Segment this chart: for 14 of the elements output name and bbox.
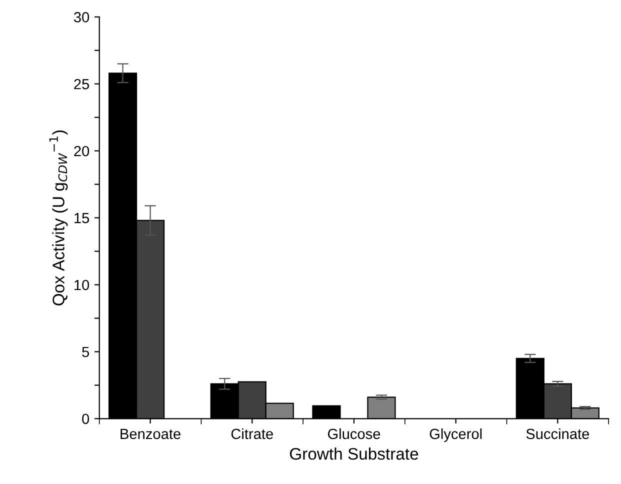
y-tick-label: 30 [74, 12, 90, 22]
x-tick-label: Succinate [526, 428, 590, 440]
y-tick-label: 5 [82, 346, 90, 358]
x-tick-label: Benzoate [120, 428, 180, 440]
x-tick-label: Citrate [231, 428, 273, 440]
y-tick-label: 25 [74, 78, 90, 90]
y-tick-label: 15 [74, 213, 90, 224]
x-axis-title: Growth Substrate [290, 448, 418, 460]
y-tick-label: 20 [74, 146, 90, 156]
x-tick-label: Glycerol [430, 428, 482, 442]
y-tick-label: 0 [82, 414, 90, 424]
x-tick-label: Glucose [328, 428, 380, 440]
y-axis-title: Qox Activity (U g$_{CDW}$$^{−1}$) [49, 130, 68, 306]
y-tick-label: 10 [74, 280, 90, 290]
